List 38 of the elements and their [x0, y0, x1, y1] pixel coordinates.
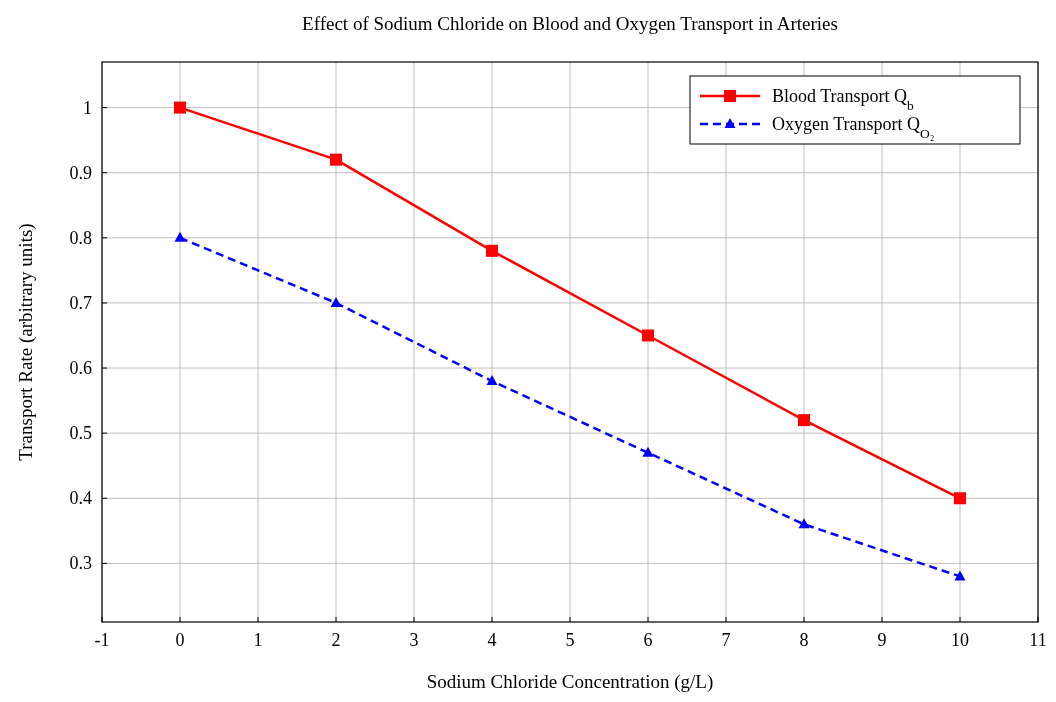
- x-tick-label: 2: [331, 630, 341, 650]
- chart-title: Effect of Sodium Chloride on Blood and Oxygen Transport in Arteries: [302, 13, 838, 34]
- legend-label: Oxygen Transport Q$_{O₂}$: [772, 114, 935, 141]
- legend-label: Blood Transport Q$_{b}$: [772, 86, 915, 113]
- point: [798, 518, 810, 529]
- x-tick-label: 11: [1029, 630, 1047, 650]
- y-tick-label: 0.7: [69, 292, 92, 313]
- y-tick-label: 0.8: [69, 227, 92, 248]
- y-axis-title: Transport Rate (arbitrary units): [15, 223, 37, 461]
- point: [642, 446, 654, 457]
- point: [486, 244, 498, 257]
- x-tick-label: 3: [409, 630, 419, 650]
- y-tick-label: 0.3: [69, 553, 92, 574]
- y-tick-label: 0.9: [69, 162, 92, 183]
- point: [642, 329, 654, 342]
- point: [954, 570, 966, 581]
- x-tick-label: 10: [951, 630, 969, 650]
- y-tick-label: 0.6: [69, 358, 92, 379]
- point: [330, 153, 342, 166]
- point: [486, 375, 498, 386]
- y-tick-label: 0.5: [69, 423, 92, 444]
- x-tick-label: 9: [877, 630, 887, 650]
- point: [798, 414, 810, 427]
- point: [174, 231, 186, 242]
- x-tick-label: 5: [565, 630, 575, 650]
- x-axis-title: Sodium Chloride Concentration (g/L): [426, 671, 714, 693]
- point: [330, 296, 342, 307]
- y-tick-label: 1: [83, 97, 92, 118]
- x-tick-label: 1: [253, 630, 263, 650]
- x-tick-label: -1: [94, 630, 110, 650]
- x-tick-label: 7: [721, 630, 731, 650]
- point: [174, 101, 186, 114]
- x-tick-label: 0: [175, 630, 185, 650]
- x-tick-label: 4: [487, 630, 497, 650]
- x-tick-label: 8: [799, 630, 809, 650]
- point: [954, 492, 966, 505]
- x-tick-label: 6: [643, 630, 653, 650]
- y-tick-label: 0.4: [69, 488, 92, 509]
